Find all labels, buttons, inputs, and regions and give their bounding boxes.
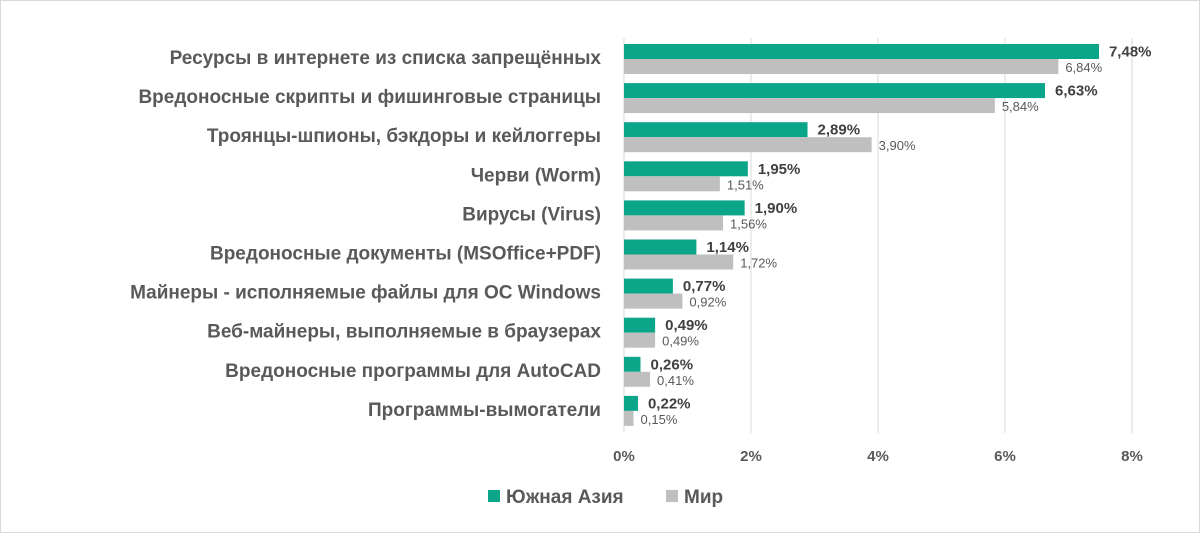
data-label-south-asia: 0,49%: [665, 317, 708, 334]
legend-swatch-world: [666, 490, 678, 502]
bar-world: [624, 176, 720, 192]
bar-south-asia: [624, 278, 673, 294]
category-label: Программы-вымогатели: [368, 400, 601, 421]
data-label-south-asia: 2,89%: [818, 122, 861, 139]
data-label-world: 6,84%: [1065, 60, 1102, 75]
legend-swatch-south-asia: [488, 490, 500, 502]
data-label-world: 1,51%: [727, 177, 764, 192]
data-labels: 7,48% 6,84% 6,63% 5,84% 2,89% 3,90% 1,95%1,51%…: [641, 44, 1152, 427]
bar-south-asia: [624, 122, 808, 138]
bar-world: [624, 332, 656, 348]
x-tick-label: 4%: [867, 448, 889, 465]
data-label-south-asia: 1,90%: [755, 200, 798, 217]
data-label-south-asia: 0,22%: [648, 395, 691, 412]
data-label-world: 0,15%: [641, 412, 678, 427]
bar-south-asia: [624, 161, 748, 177]
category-label: Ресурсы в интернете из списка запрещённы…: [170, 48, 602, 69]
category-label: Вредоносные программы для AutoCAD: [225, 361, 601, 382]
data-label-world: 0,41%: [657, 373, 694, 388]
category-label: Черви (Worm): [471, 165, 601, 186]
bar-south-asia: [624, 200, 745, 216]
data-label-south-asia: 7,48%: [1109, 44, 1152, 61]
x-axis-ticks: 0% 2% 4% 6% 8%: [613, 448, 1143, 465]
bar-world: [624, 137, 872, 153]
bar-world: [624, 410, 634, 426]
x-tick-label: 8%: [1121, 448, 1143, 465]
legend-label-south-asia: Южная Азия: [506, 487, 624, 508]
category-label: Троянцы-шпионы, бэкдоры и кейлоггеры: [207, 126, 601, 147]
data-label-south-asia: 1,14%: [706, 239, 749, 256]
data-label-world: 1,72%: [740, 256, 777, 271]
x-tick-label: 0%: [613, 448, 635, 465]
x-tick-label: 6%: [994, 448, 1016, 465]
category-label: Вредоносные скрипты и фишинговые страниц…: [138, 87, 601, 108]
bar-world: [624, 371, 651, 387]
bar-south-asia: [624, 395, 638, 411]
legend-label-world: Мир: [684, 487, 723, 508]
legend: Южная Азия Мир: [488, 487, 723, 508]
data-label-south-asia: 0,26%: [651, 356, 694, 373]
bar-south-asia: [624, 83, 1046, 99]
category-label: Вирусы (Virus): [462, 204, 601, 225]
category-label: Майнеры - исполняемые файлы для ОС Windo…: [130, 283, 601, 304]
bar-world: [624, 59, 1059, 74]
data-label-world: 5,84%: [1002, 99, 1039, 114]
bar-world: [624, 215, 724, 231]
category-labels: Ресурсы в интернете из списка запрещённы…: [130, 48, 601, 421]
data-label-south-asia: 0,77%: [683, 278, 726, 295]
category-label: Вредоносные документы (MSOffice+PDF): [210, 244, 601, 265]
bar-south-asia: [624, 356, 641, 372]
bar-world: [624, 98, 995, 114]
data-label-world: 3,90%: [879, 138, 916, 153]
data-label-south-asia: 1,95%: [758, 161, 801, 178]
bar-world: [624, 293, 683, 309]
x-tick-label: 2%: [740, 448, 762, 465]
data-label-world: 0,49%: [662, 334, 699, 349]
bar-south-asia: [624, 44, 1099, 59]
data-label-south-asia: 6,63%: [1055, 83, 1098, 100]
bar-south-asia: [624, 239, 697, 255]
bars: [624, 44, 1099, 426]
data-label-world: 1,56%: [730, 216, 767, 231]
bar-south-asia: [624, 317, 656, 333]
bar-world: [624, 254, 734, 270]
category-label: Веб-майнеры, выполняемые в браузерах: [207, 322, 601, 343]
data-label-world: 0,92%: [689, 295, 726, 310]
